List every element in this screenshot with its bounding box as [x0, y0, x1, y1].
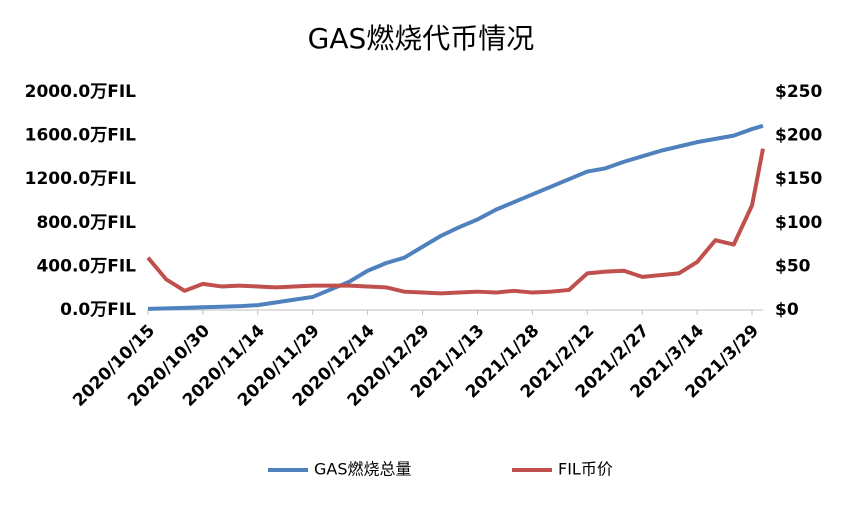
y-tick-label: 2000.0万FIL: [25, 82, 137, 102]
y2-tick-label: $0: [775, 300, 799, 320]
y2-tick-label: $100: [775, 213, 822, 233]
series-line: [146, 148, 765, 296]
chart-title: GAS燃烧代币情况: [308, 22, 535, 55]
y-tick-label: 1600.0万FIL: [25, 126, 137, 146]
y-tick-label: 400.0万FIL: [36, 256, 136, 276]
legend-label: FIL币价: [558, 460, 613, 479]
y2-tick-label: $250: [775, 82, 822, 102]
y2-tick-label: $150: [775, 169, 822, 189]
y-tick-label: 1200.0万FIL: [25, 169, 137, 189]
legend-label: GAS燃烧总量: [314, 460, 412, 479]
y-tick-label: 800.0万FIL: [36, 213, 136, 233]
y-tick-label: 0.0万FIL: [60, 300, 136, 320]
y2-tick-label: $50: [775, 256, 811, 276]
y2-tick-label: $200: [775, 126, 822, 146]
series-line: [147, 123, 764, 311]
